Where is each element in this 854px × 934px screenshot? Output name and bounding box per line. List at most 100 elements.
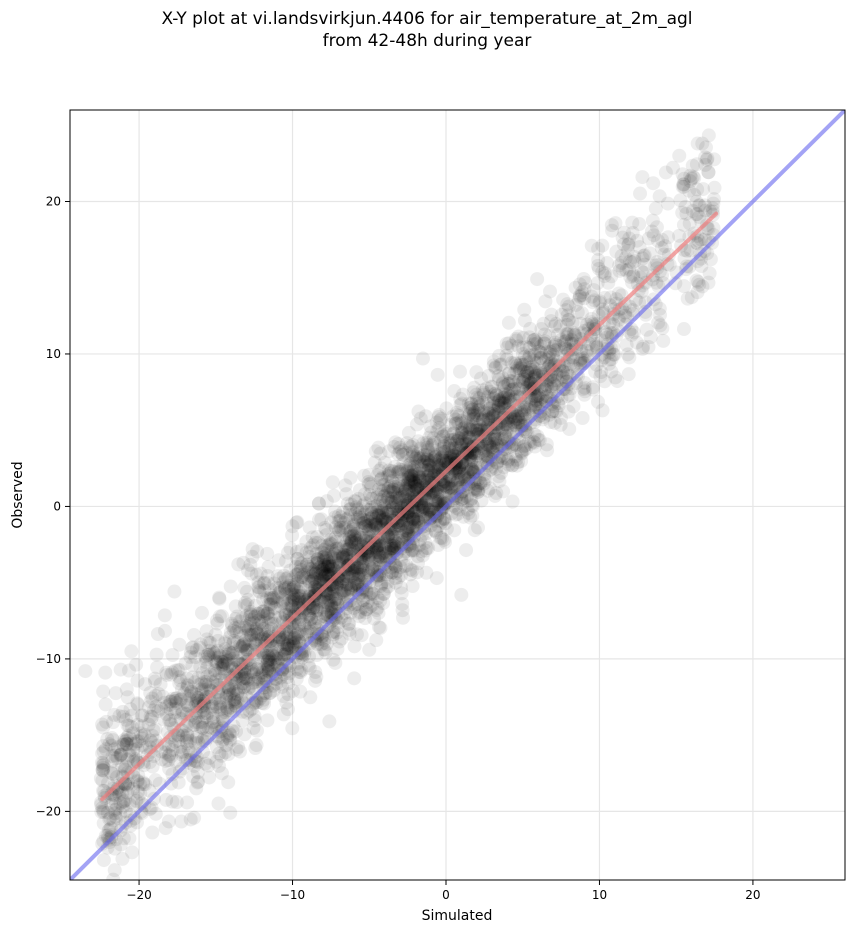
data-point <box>130 697 145 712</box>
data-point <box>404 463 419 478</box>
data-point <box>560 389 575 404</box>
data-point <box>369 543 384 558</box>
data-point <box>330 596 345 611</box>
data-point <box>428 448 443 463</box>
data-point <box>108 809 123 824</box>
data-point <box>359 513 374 528</box>
data-point <box>406 512 421 527</box>
data-point <box>401 476 416 491</box>
data-point <box>703 252 718 267</box>
data-point <box>486 440 501 455</box>
data-point <box>180 677 195 692</box>
data-point <box>509 386 524 401</box>
data-point <box>324 559 339 574</box>
data-point <box>158 821 173 836</box>
data-point <box>360 502 375 517</box>
data-point <box>345 528 360 543</box>
data-point <box>661 247 676 262</box>
data-point <box>244 566 259 581</box>
data-point <box>169 690 184 705</box>
data-point <box>325 475 340 490</box>
data-point <box>227 621 242 636</box>
data-point <box>513 355 528 370</box>
data-point <box>214 748 229 763</box>
data-point <box>473 406 488 421</box>
data-point <box>434 465 449 480</box>
data-point <box>539 352 554 367</box>
data-point <box>707 180 722 195</box>
data-point <box>457 431 472 446</box>
data-point <box>406 511 421 526</box>
data-point <box>707 152 722 167</box>
data-point <box>108 796 123 811</box>
data-point <box>572 288 587 303</box>
data-point <box>120 718 135 733</box>
data-point <box>104 798 119 813</box>
data-point <box>106 764 121 779</box>
data-point <box>504 356 519 371</box>
data-point <box>237 679 252 694</box>
data-point <box>500 376 515 391</box>
data-point <box>161 753 176 768</box>
data-point <box>563 357 578 372</box>
data-point <box>521 350 536 365</box>
data-point <box>380 484 395 499</box>
data-point <box>214 719 229 734</box>
data-point <box>450 433 465 448</box>
data-point <box>325 558 340 573</box>
data-point <box>675 205 690 220</box>
data-point <box>481 443 496 458</box>
data-point <box>405 499 420 514</box>
data-point <box>653 318 668 333</box>
data-point <box>448 476 463 491</box>
data-point <box>401 425 416 440</box>
data-point <box>372 538 387 553</box>
data-point <box>357 516 372 531</box>
data-point <box>172 637 187 652</box>
data-point <box>556 364 571 379</box>
data-point <box>322 559 337 574</box>
data-point <box>470 482 485 497</box>
data-point <box>411 556 426 571</box>
data-point <box>431 460 446 475</box>
data-point <box>472 435 487 450</box>
data-point <box>428 524 443 539</box>
data-point <box>541 407 556 422</box>
data-point <box>405 563 420 578</box>
data-point <box>471 446 486 461</box>
data-point <box>98 697 113 712</box>
data-point <box>685 158 700 173</box>
data-point <box>395 597 410 612</box>
data-point <box>116 794 131 809</box>
data-point <box>118 804 133 819</box>
data-point <box>154 752 169 767</box>
data-point <box>565 315 580 330</box>
data-point <box>347 526 362 541</box>
data-point <box>407 463 422 478</box>
data-point <box>522 330 537 345</box>
data-point <box>195 720 210 735</box>
data-point <box>387 476 402 491</box>
data-point <box>115 851 130 866</box>
data-points <box>78 128 722 880</box>
data-point <box>178 656 193 671</box>
data-point <box>226 686 241 701</box>
data-point <box>305 574 320 589</box>
data-point <box>374 472 389 487</box>
data-point <box>225 646 240 661</box>
data-point <box>407 543 422 558</box>
data-point <box>145 825 160 840</box>
data-point <box>376 510 391 525</box>
data-point <box>219 653 234 668</box>
data-point <box>235 704 250 719</box>
data-point <box>365 586 380 601</box>
data-point <box>345 569 360 584</box>
data-point <box>524 398 539 413</box>
data-point <box>209 754 224 769</box>
data-point <box>260 606 275 621</box>
data-point <box>706 196 721 211</box>
data-point <box>264 588 279 603</box>
data-point <box>402 439 417 454</box>
data-point <box>98 742 113 757</box>
data-point <box>420 452 435 467</box>
